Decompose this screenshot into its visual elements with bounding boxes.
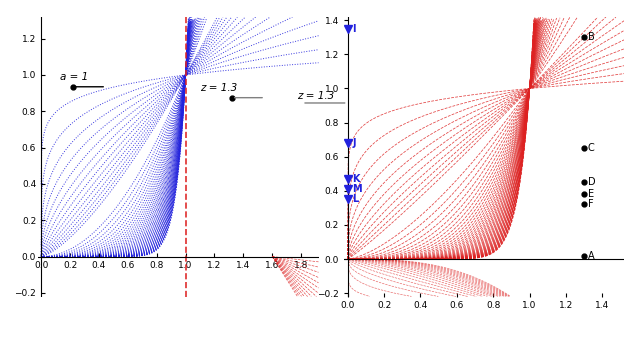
Text: C: C: [588, 143, 594, 153]
Text: M: M: [352, 184, 362, 194]
Text: D: D: [588, 177, 596, 187]
Text: J: J: [352, 138, 355, 148]
Text: E: E: [588, 189, 594, 199]
Text: a = 1: a = 1: [60, 72, 88, 83]
Text: z = 1.3: z = 1.3: [297, 91, 334, 101]
Text: K: K: [352, 174, 360, 184]
Text: F: F: [588, 200, 594, 210]
Text: I: I: [352, 24, 355, 34]
Text: A: A: [588, 251, 594, 261]
Text: B: B: [588, 32, 594, 42]
Text: z = 1.3: z = 1.3: [200, 83, 237, 93]
Text: L: L: [352, 194, 359, 204]
